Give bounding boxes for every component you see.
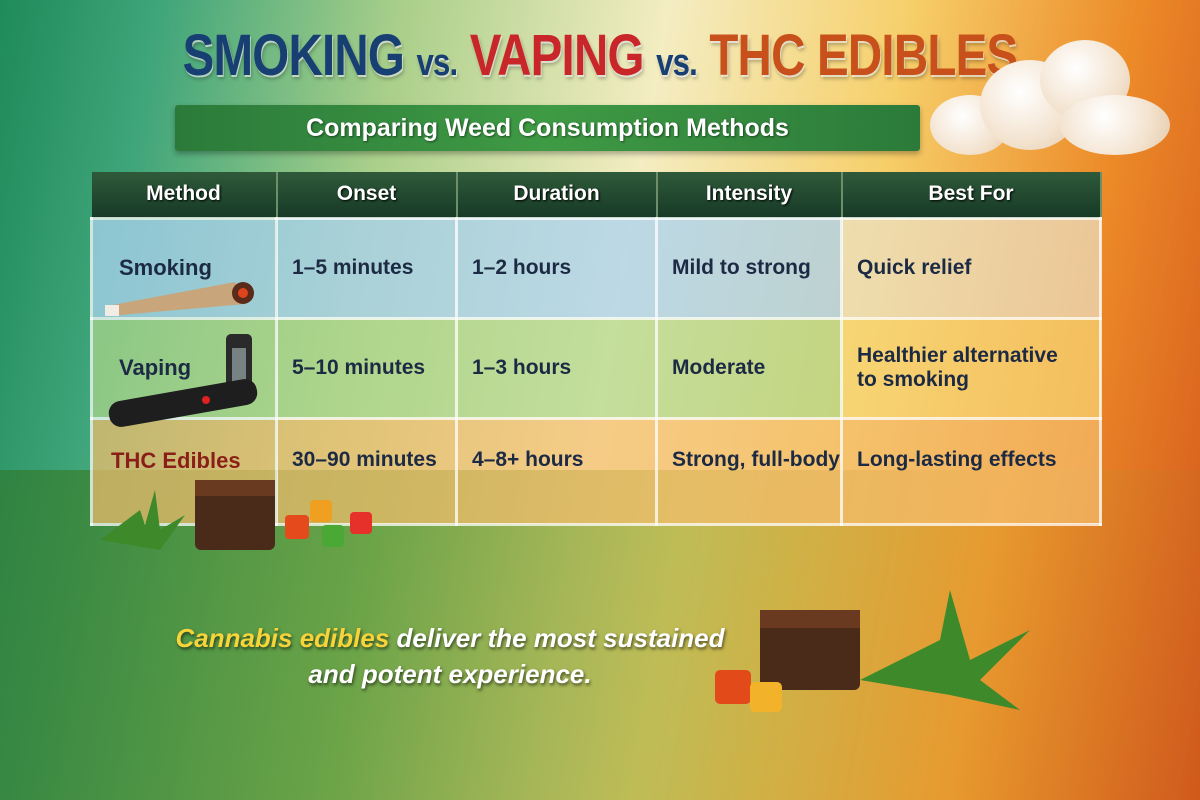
table-header-row: Method Onset Duration Intensity Best For	[91, 172, 1102, 218]
header-intensity: Intensity	[656, 172, 843, 218]
cell-best-for: Healthier alternative to smoking	[840, 316, 1102, 420]
subtitle-banner: Comparing Weed Consumption Methods	[175, 105, 920, 151]
cell-best-for: Quick relief	[840, 216, 1102, 320]
cell-best-for: Long-lasting effects	[840, 416, 1102, 526]
title-smoking: SMOKING	[182, 23, 405, 88]
cannabis-leaf-icon	[860, 590, 1030, 710]
subtitle: Comparing Weed Consumption Methods	[306, 113, 789, 142]
joint-icon	[105, 282, 254, 316]
cell-intensity: Moderate	[655, 316, 843, 420]
main-title: SMOKING vs. VAPING vs. THC EDIBLES	[108, 22, 1092, 89]
cell-method: THC Edibles	[90, 416, 278, 526]
table-row: THC Edibles 30–90 minutes 4–8+ hours Str…	[90, 416, 1102, 526]
table-row: Vaping 5–10 minutes 1–3 hours Moderate H…	[90, 316, 1102, 420]
cannabis-leaf-icon	[100, 490, 185, 550]
title-vs: vs.	[656, 42, 698, 84]
title-thc-edibles: THC EDIBLES	[709, 23, 1018, 88]
footer-highlight: Cannabis edibles	[175, 623, 390, 653]
vape-pen-icon	[108, 334, 258, 427]
cell-duration: 1–3 hours	[455, 316, 658, 420]
gummies-icon	[715, 670, 751, 704]
brownie-icon	[100, 480, 372, 550]
cell-intensity: Strong, full-body	[655, 416, 843, 526]
header-duration: Duration	[456, 172, 658, 218]
title-vs: vs.	[416, 42, 458, 84]
gummies-icon	[285, 515, 309, 539]
footer-caption: Cannabis edibles deliver the most sustai…	[170, 620, 730, 692]
table-row: Smoking 1–5 minutes 1–2 hours Mild to st…	[90, 216, 1102, 320]
cell-onset: 1–5 minutes	[275, 216, 458, 320]
header-best-for: Best For	[841, 172, 1102, 218]
cell-onset: 5–10 minutes	[275, 316, 458, 420]
cell-intensity: Mild to strong	[655, 216, 843, 320]
header-onset: Onset	[276, 172, 458, 218]
title-vaping: VAPING	[469, 23, 645, 88]
header-method: Method	[91, 172, 278, 218]
footer-text: deliver the most sustained and potent ex…	[308, 623, 725, 689]
cell-duration: 4–8+ hours	[455, 416, 658, 526]
comparison-table: Method Onset Duration Intensity Best For…	[90, 172, 1102, 526]
brownie-icon	[715, 590, 1030, 712]
cell-duration: 1–2 hours	[455, 216, 658, 320]
cell-onset: 30–90 minutes	[275, 416, 458, 526]
